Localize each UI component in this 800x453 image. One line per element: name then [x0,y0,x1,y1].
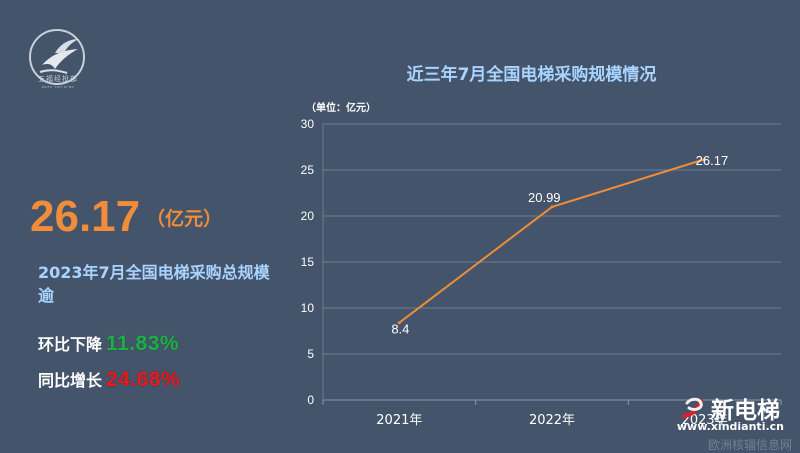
year-on-year-metric: 同比增长 24.68% [38,367,180,392]
y-tick-label-30: 30 [301,117,315,131]
month-on-month-metric: 环比下降 11.83% [38,331,179,356]
faded-footer-text: 欧洲核辐信息网 [707,438,792,452]
headline-number: 26.17 [30,192,141,241]
year-on-year-label: 同比增长 [38,371,103,390]
data-point-0 [397,321,401,325]
x-tick-label-2: 2023年 [682,413,728,428]
x-tick-label-1: 2022年 [529,413,575,428]
x-tick-label-0: 2021年 [376,413,422,428]
site-watermark: 新电梯 [679,391,780,425]
y-tick-label-5: 5 [307,347,314,361]
watermark-name: 新电梯 [711,398,780,424]
y-tick-label-15: 15 [301,255,315,269]
chart-unit-label: （单位：亿元） [306,103,376,114]
headline-description: 2023年7月全国电梯采购总规模逾 [38,263,270,305]
bird-logo-icon [29,29,85,85]
data-label-1: 20.99 [528,190,561,205]
data-point-1 [550,205,554,209]
elevator-logo-icon [682,397,703,418]
month-on-month-value: 11.83% [106,332,180,355]
chart-title: 近三年7月全国电梯采购规模情况 [406,65,657,85]
headline-unit: （亿元） [146,208,223,230]
series-line [398,158,705,324]
data-label-2: 26.17 [696,153,729,168]
logo-name: 五福经投部 [38,75,78,83]
y-tick-label-0: 0 [307,393,314,407]
y-tick-label-10: 10 [301,301,315,315]
y-tick-label-20: 20 [301,209,315,223]
y-tick-label-25: 25 [301,163,315,177]
watermark-url: www.xindianti.cn [676,420,784,433]
month-on-month-label: 环比下降 [38,335,103,354]
data-label-0: 8.4 [391,322,409,337]
headline-value: 26.17 （亿元） [30,192,222,242]
logo-subtitle: WUFU TOU ZI BU [41,85,75,89]
data-point-2 [703,157,707,161]
year-on-year-value: 24.68% [106,368,181,391]
